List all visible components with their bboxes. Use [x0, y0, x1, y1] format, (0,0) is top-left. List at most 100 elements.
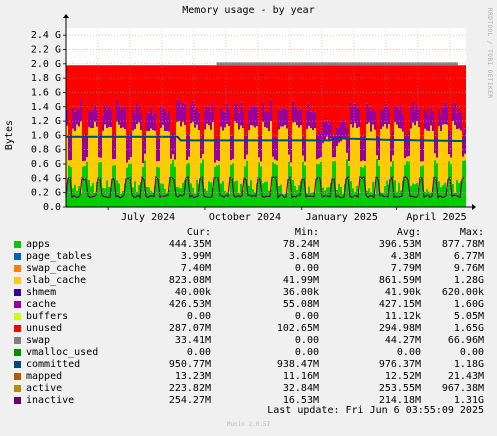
x-tick-label: July 2024 — [121, 212, 175, 223]
legend-min: 0.00 — [294, 311, 319, 322]
legend-cur: 287.07M — [168, 323, 211, 334]
munin-version: Munin 2.0.57 — [226, 421, 271, 428]
legend-cur: 254.27M — [168, 395, 211, 406]
legend-max: 620.00k — [441, 287, 484, 298]
legend-max: 1.18G — [453, 359, 484, 370]
legend-row-unused: unused 287.07M 102.65M 294.98M 1.65G — [14, 323, 484, 335]
plot-area: 0.0 0.2 G 0.4 G 0.6 G 0.8 G 1.0 G 1.2 G 1.4 G 1.… — [31, 14, 476, 223]
legend-swatch — [14, 325, 21, 332]
legend-min: 41.99M — [282, 275, 319, 286]
y-tick-label: 0.2 G — [31, 188, 61, 199]
header-min: Min: — [294, 227, 319, 238]
legend-row-apps: apps 444.35M 78.24M 396.53M 877.78M — [14, 239, 484, 251]
legend-swatch — [14, 265, 21, 272]
legend-name: committed — [26, 359, 81, 370]
legend-name: swap — [26, 335, 51, 346]
x-tick-label: April 2025 — [406, 212, 466, 223]
legend-min: 938.47M — [276, 359, 319, 370]
legend-avg: 7.79M — [390, 263, 421, 274]
legend-cur: 444.35M — [168, 239, 211, 250]
legend-row-mapped: mapped 13.23M 11.16M 12.52M 21.43M — [14, 371, 484, 383]
legend-min: 3.68M — [288, 251, 319, 262]
legend-max: 66.96M — [447, 335, 484, 346]
legend-avg: 12.52M — [384, 371, 421, 382]
legend-cur: 426.53M — [168, 299, 211, 310]
legend-swatch — [14, 253, 21, 260]
header-max: Max: — [459, 227, 484, 238]
legend-header: Cur: Min: Avg: Max: — [14, 227, 484, 239]
legend-cur: 950.77M — [168, 359, 211, 370]
legend-max: 5.05M — [453, 311, 484, 322]
legend-name: apps — [26, 239, 51, 250]
legend-row-page-tables: page_tables 3.99M 3.68M 4.38M 6.77M — [14, 251, 484, 263]
legend-name: cache — [26, 299, 57, 310]
last-update: Last update: Fri Jun 6 03:55:09 2025 — [267, 405, 484, 416]
legend-max: 877.78M — [441, 239, 484, 250]
header-avg: Avg: — [396, 227, 421, 238]
legend-cur: 40.00k — [174, 287, 211, 298]
legend-name: unused — [26, 323, 63, 334]
legend-swatch — [14, 373, 21, 380]
legend-swatch — [14, 301, 21, 308]
legend-cur: 33.41M — [174, 335, 211, 346]
x-axis-arrow — [472, 204, 476, 210]
legend-min: 11.16M — [282, 371, 319, 382]
area-swap — [216, 62, 458, 66]
legend-max: 967.38M — [441, 383, 484, 394]
legend-max: 1.28G — [453, 275, 484, 286]
y-tick-label: 1.6 G — [31, 87, 61, 98]
legend-name: buffers — [26, 311, 69, 322]
legend-swatch — [14, 277, 21, 284]
legend-cur: 223.82M — [168, 383, 211, 394]
rrdtool-watermark: RRDTOOL / TOBI OETIKER — [486, 8, 493, 99]
legend-row-swap-cache: swap_cache 7.40M 0.00 7.79M 9.76M — [14, 263, 484, 275]
legend-row-committed: committed 950.77M 938.47M 976.37M 1.18G — [14, 359, 484, 371]
legend-avg: 44.27M — [384, 335, 421, 346]
y-tick-label: 0.4 G — [31, 173, 61, 184]
legend-row-slab-cache: slab_cache 823.08M 41.99M 861.59M 1.28G — [14, 275, 484, 287]
legend-cur: 7.40M — [180, 263, 211, 274]
legend-max: 1.60G — [453, 299, 484, 310]
legend-cur: 0.00 — [186, 347, 211, 358]
legend-table: Cur: Min: Avg: Max: apps 444.35M 78.24M 396… — [14, 227, 484, 407]
legend-avg: 396.53M — [378, 239, 421, 250]
legend-swatch — [14, 289, 21, 296]
legend-max: 6.77M — [453, 251, 484, 262]
legend-row-inactive: inactive 254.27M 16.53M 214.18M 1.31G — [14, 395, 484, 407]
legend-cur: 13.23M — [174, 371, 211, 382]
legend-max: 1.65G — [453, 323, 484, 334]
y-tick-label: 0.0 — [43, 202, 61, 213]
legend-min: 32.84M — [282, 383, 319, 394]
legend-avg: 11.12k — [384, 311, 421, 322]
legend-avg: 427.15M — [378, 299, 421, 310]
legend-avg: 861.59M — [378, 275, 421, 286]
legend-avg: 976.37M — [378, 359, 421, 370]
legend-name: shmem — [26, 287, 57, 298]
y-tick-label: 0.6 G — [31, 159, 61, 170]
legend-max: 21.43M — [447, 371, 484, 382]
y-tick-label: 2.4 G — [31, 30, 61, 41]
line-committed — [66, 135, 467, 143]
x-tick-label: January 2025 — [306, 212, 378, 223]
y-tick-label: 1.0 G — [31, 130, 61, 141]
legend-name: inactive — [26, 395, 75, 406]
legend-avg: 214.18M — [378, 395, 421, 406]
legend-min: 0.00 — [294, 335, 319, 346]
legend-row-shmem: shmem 40.00k 36.00k 41.90k 620.00k — [14, 287, 484, 299]
legend-min: 0.00 — [294, 347, 319, 358]
legend-row-swap: swap 33.41M 0.00 44.27M 66.96M — [14, 335, 484, 347]
y-tick-label: 1.8 G — [31, 73, 61, 84]
legend-cur: 823.08M — [168, 275, 211, 286]
legend-cur: 0.00 — [186, 311, 211, 322]
y-axis-arrow — [63, 14, 69, 18]
legend-name: active — [26, 383, 63, 394]
y-tick-label: 1.2 G — [31, 116, 61, 127]
legend-name: swap_cache — [26, 263, 87, 274]
legend-row-buffers: buffers 0.00 0.00 11.12k 5.05M — [14, 311, 484, 323]
legend-avg: 294.98M — [378, 323, 421, 334]
y-tick-label: 0.8 G — [31, 145, 61, 156]
legend-min: 55.08M — [282, 299, 319, 310]
legend-max: 1.31G — [453, 395, 484, 406]
line-inactive — [65, 175, 465, 200]
